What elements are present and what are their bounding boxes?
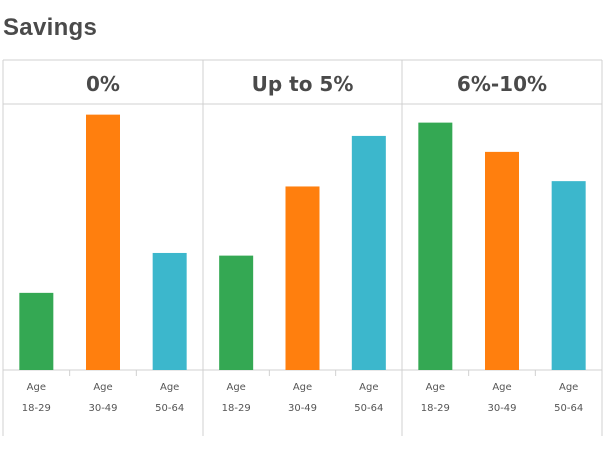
x-tick-label: Age 18-29 <box>22 382 51 414</box>
x-tick-label: Age 18-29 <box>222 382 251 414</box>
x-tick-label: Age 30-49 <box>487 382 516 414</box>
bar-3 <box>152 252 187 370</box>
panel-title: 6%-10% <box>457 72 547 96</box>
x-tick-label: Age 50-64 <box>354 382 383 414</box>
panel-1: 0% Age 18-29 Age 30-49 Age 50-64 <box>19 72 187 414</box>
panel-3: 6%-10% Age 18-29 Age 30-49 Age 50-64 <box>418 72 586 414</box>
x-tick-label: Age 30-49 <box>288 382 317 414</box>
x-tick-label: Age 50-64 <box>554 382 583 414</box>
bar-1 <box>418 122 453 371</box>
x-tick-label: Age 30-49 <box>88 382 117 414</box>
panel-title: 0% <box>86 72 120 96</box>
bar-2 <box>285 186 320 370</box>
panel-2: Up to 5% Age 18-29 Age 30-49 Age 50-64 <box>219 72 386 414</box>
bar-2 <box>86 114 120 370</box>
bar-3 <box>551 181 586 370</box>
x-tick-label: Age 50-64 <box>155 382 184 414</box>
bar-2 <box>485 151 519 370</box>
chart-title: Savings <box>3 14 98 41</box>
x-tick-label: Age 18-29 <box>421 382 450 414</box>
panel-title: Up to 5% <box>252 72 354 96</box>
chart-panels: 0% Age 18-29 Age 30-49 Age 50-64 Up to 5% Age 18-… <box>19 72 586 414</box>
bar-3 <box>351 135 386 370</box>
bar-1 <box>19 292 54 370</box>
bar-1 <box>219 255 254 370</box>
